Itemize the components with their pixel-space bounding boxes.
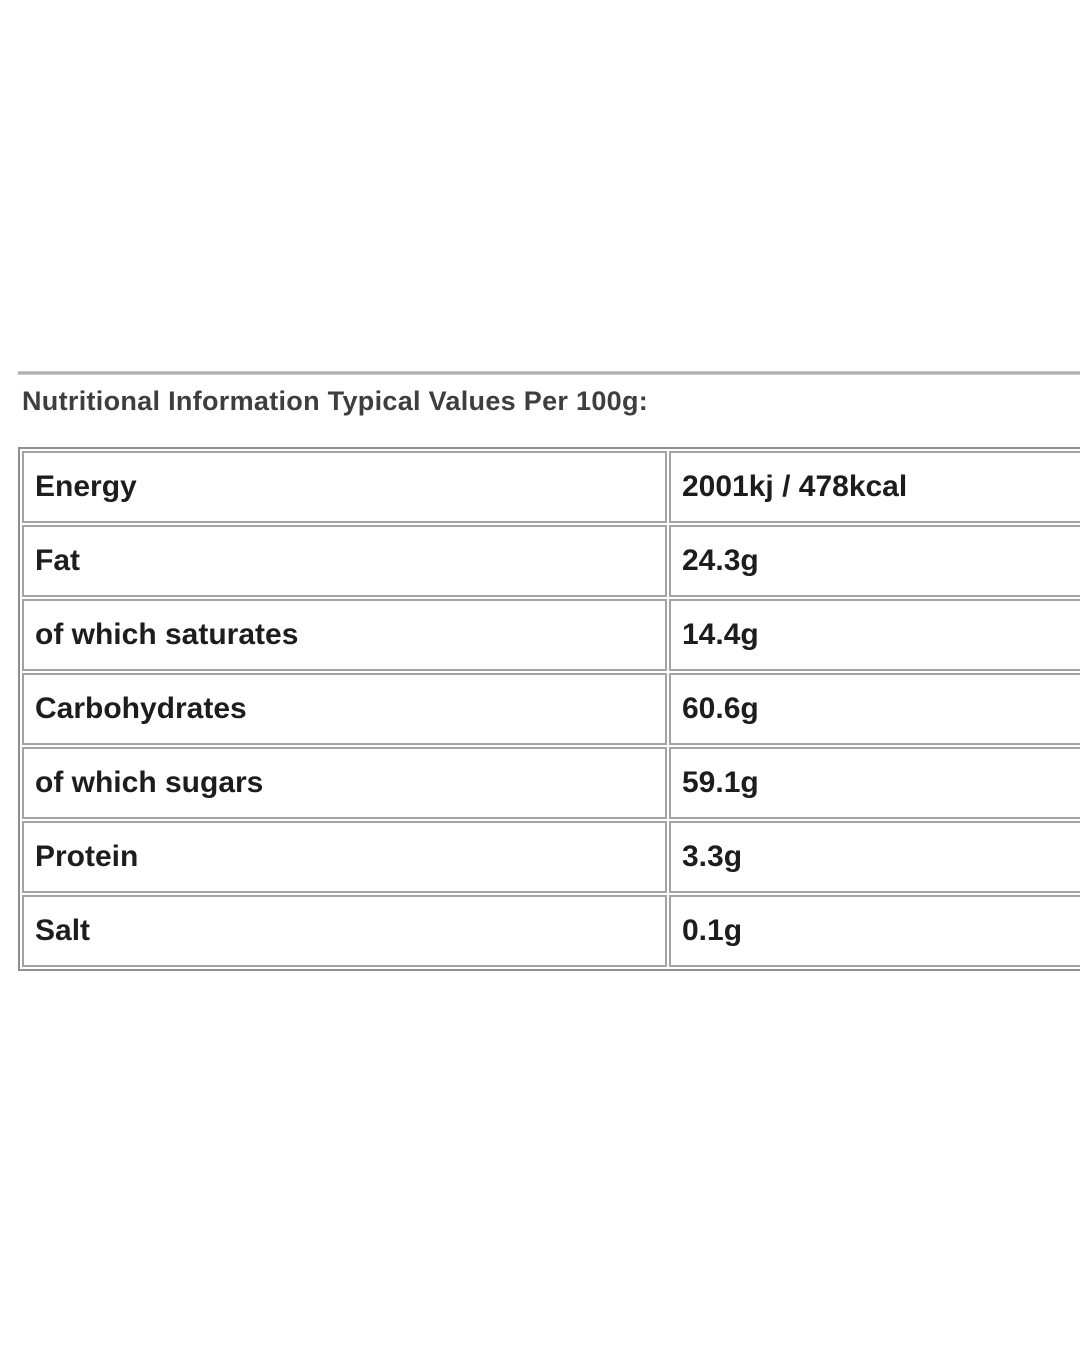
table-row: Salt 0.1g — [22, 895, 1080, 967]
nutrition-table: Energy 2001kj / 478kcal Fat 24.3g of whi… — [18, 447, 1080, 971]
nutrient-value-cell: 0.1g — [669, 895, 1080, 967]
table-row: of which saturates 14.4g — [22, 599, 1080, 671]
section-divider — [18, 371, 1080, 375]
nutrient-label-cell: of which sugars — [22, 747, 667, 819]
table-row: Fat 24.3g — [22, 525, 1080, 597]
nutrient-value-cell: 59.1g — [669, 747, 1080, 819]
nutrient-label-cell: Protein — [22, 821, 667, 893]
nutrient-label-cell: of which saturates — [22, 599, 667, 671]
nutrient-value-cell: 2001kj / 478kcal — [669, 451, 1080, 523]
table-row: Energy 2001kj / 478kcal — [22, 451, 1080, 523]
table-row: Carbohydrates 60.6g — [22, 673, 1080, 745]
nutrient-value-cell: 24.3g — [669, 525, 1080, 597]
nutrient-value-cell: 14.4g — [669, 599, 1080, 671]
nutrient-label-cell: Energy — [22, 451, 667, 523]
nutrient-label-cell: Salt — [22, 895, 667, 967]
nutrient-label-cell: Fat — [22, 525, 667, 597]
nutrition-heading: Nutritional Information Typical Values P… — [22, 386, 649, 416]
nutrient-label-cell: Carbohydrates — [22, 673, 667, 745]
table-row: Protein 3.3g — [22, 821, 1080, 893]
nutrient-value-cell: 60.6g — [669, 673, 1080, 745]
nutrient-value-cell: 3.3g — [669, 821, 1080, 893]
table-row: of which sugars 59.1g — [22, 747, 1080, 819]
